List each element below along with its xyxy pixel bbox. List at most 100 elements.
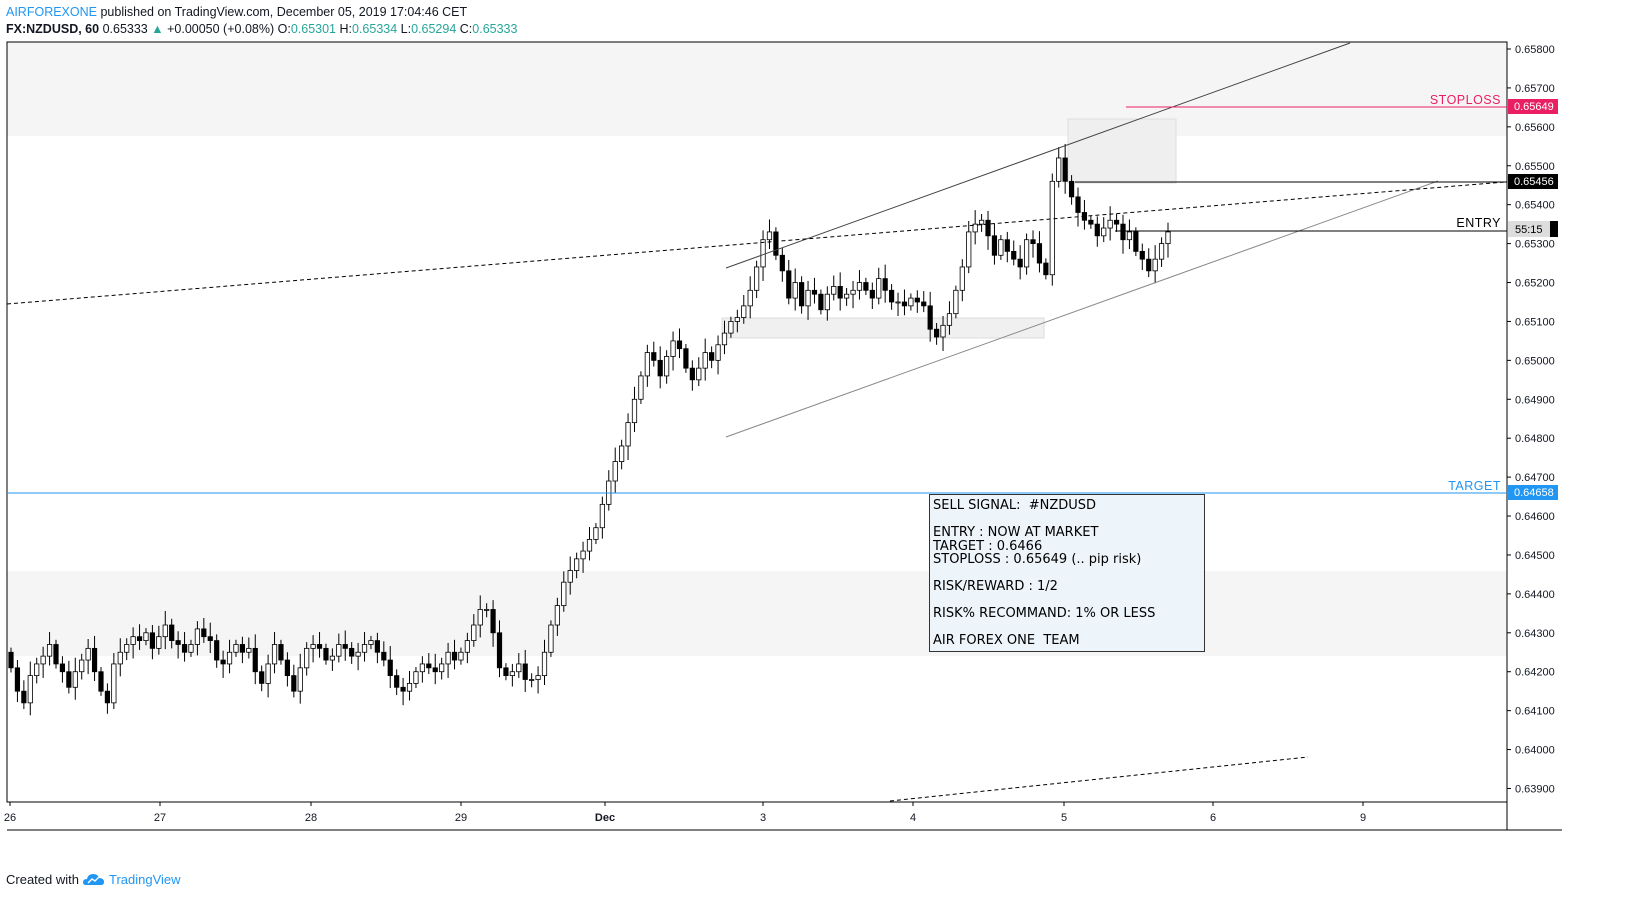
candle: [130, 627, 136, 659]
candle: [799, 276, 805, 314]
candle: [811, 277, 818, 304]
candle-body: [1088, 219, 1094, 225]
candle-body: [27, 675, 33, 704]
candle: [734, 309, 740, 333]
candle: [304, 642, 310, 676]
candle-body: [631, 398, 638, 424]
candle: [876, 267, 882, 305]
candle: [329, 648, 335, 671]
candle: [638, 371, 644, 404]
candle-body: [484, 609, 490, 611]
candle-body: [799, 282, 805, 307]
candle: [439, 657, 445, 680]
dashed-lower-trend-line: [889, 756, 1309, 802]
candle: [1062, 143, 1068, 194]
candle: [21, 680, 27, 710]
candle: [1049, 173, 1055, 286]
candle-body: [400, 686, 406, 692]
price-tick-label: 0.65000: [1515, 355, 1555, 367]
candle: [805, 280, 811, 320]
candle: [432, 653, 438, 685]
author-link[interactable]: AIRFOREXONE: [6, 5, 97, 19]
change-arrow-icon: ▲: [151, 22, 164, 36]
candle: [246, 637, 252, 659]
candle: [721, 320, 728, 355]
candle: [284, 652, 290, 687]
candle-body: [818, 293, 824, 311]
candle-body: [207, 636, 213, 641]
signal-entry: ENTRY : NOW AT MARKET: [933, 525, 1099, 540]
tradingview-brand[interactable]: TradingView: [108, 872, 181, 887]
candle: [631, 386, 638, 432]
candle: [355, 642, 361, 671]
candle-body: [580, 550, 586, 560]
candle: [496, 620, 503, 678]
candle: [599, 496, 605, 539]
price-axis[interactable]: 0.65800 0.65700 0.65600 0.65500 0.65400 0.653…: [1507, 44, 1555, 795]
candle-body: [1165, 231, 1171, 244]
candle-body: [696, 367, 702, 381]
candle-body: [188, 644, 194, 653]
last-price: 0.65333: [102, 22, 148, 36]
candle-body: [786, 270, 792, 299]
candle-body: [978, 219, 985, 225]
candle-body: [972, 223, 978, 233]
candle: [1068, 175, 1075, 205]
candle: [1133, 227, 1139, 257]
candle: [921, 291, 927, 313]
candle: [8, 647, 14, 673]
candle-body: [361, 644, 368, 653]
candle: [471, 614, 477, 647]
candle: [226, 639, 233, 674]
candle: [201, 618, 207, 643]
candle: [220, 650, 226, 678]
candle-body: [638, 375, 644, 400]
candle-body: [940, 324, 946, 338]
publish-info: published on TradingView.com, December 0…: [100, 5, 468, 19]
candle-body: [432, 667, 438, 673]
candle-body: [1075, 196, 1081, 213]
candle-body: [46, 644, 53, 657]
candle-body: [59, 663, 66, 673]
candle-body: [490, 609, 496, 634]
candle: [683, 344, 689, 373]
candle: [959, 259, 965, 302]
candle-body: [143, 632, 149, 641]
candle-body: [1094, 223, 1100, 237]
stoploss-price-badge: [1508, 99, 1558, 114]
candle: [1011, 240, 1017, 266]
candle-body: [991, 235, 998, 256]
candle-body: [908, 297, 914, 307]
candle: [98, 667, 104, 696]
candle-body: [439, 663, 445, 673]
candle: [381, 641, 387, 667]
candle-body: [246, 647, 252, 653]
candle: [1126, 219, 1133, 250]
candle-body: [111, 663, 117, 704]
time-axis[interactable]: 26 27 28 29 Dec 3 4 5 6 9: [4, 802, 1366, 824]
open-value: 0.65301: [290, 22, 336, 36]
footer: Created with TradingView: [6, 872, 181, 887]
candle: [747, 276, 753, 319]
candle: [1158, 237, 1165, 267]
candle: [985, 210, 991, 250]
chart-frame: [6, 41, 1562, 831]
candle-body: [85, 647, 91, 661]
candle-body: [136, 636, 143, 641]
candle-body: [271, 644, 278, 665]
candle-body: [1139, 250, 1145, 260]
candle-body: [1049, 180, 1055, 276]
candle: [1075, 187, 1081, 227]
supply-demand-zones: [7, 42, 1507, 656]
candle-body: [104, 690, 111, 704]
candle: [619, 439, 625, 470]
candle: [1101, 217, 1107, 243]
candle: [252, 634, 258, 685]
candle: [548, 620, 554, 657]
symbol-label[interactable]: FX:NZDUSD, 60: [6, 22, 100, 36]
candle-body: [959, 266, 965, 291]
candle-body: [291, 675, 297, 692]
candle: [445, 642, 451, 678]
candle-body: [1011, 250, 1017, 260]
